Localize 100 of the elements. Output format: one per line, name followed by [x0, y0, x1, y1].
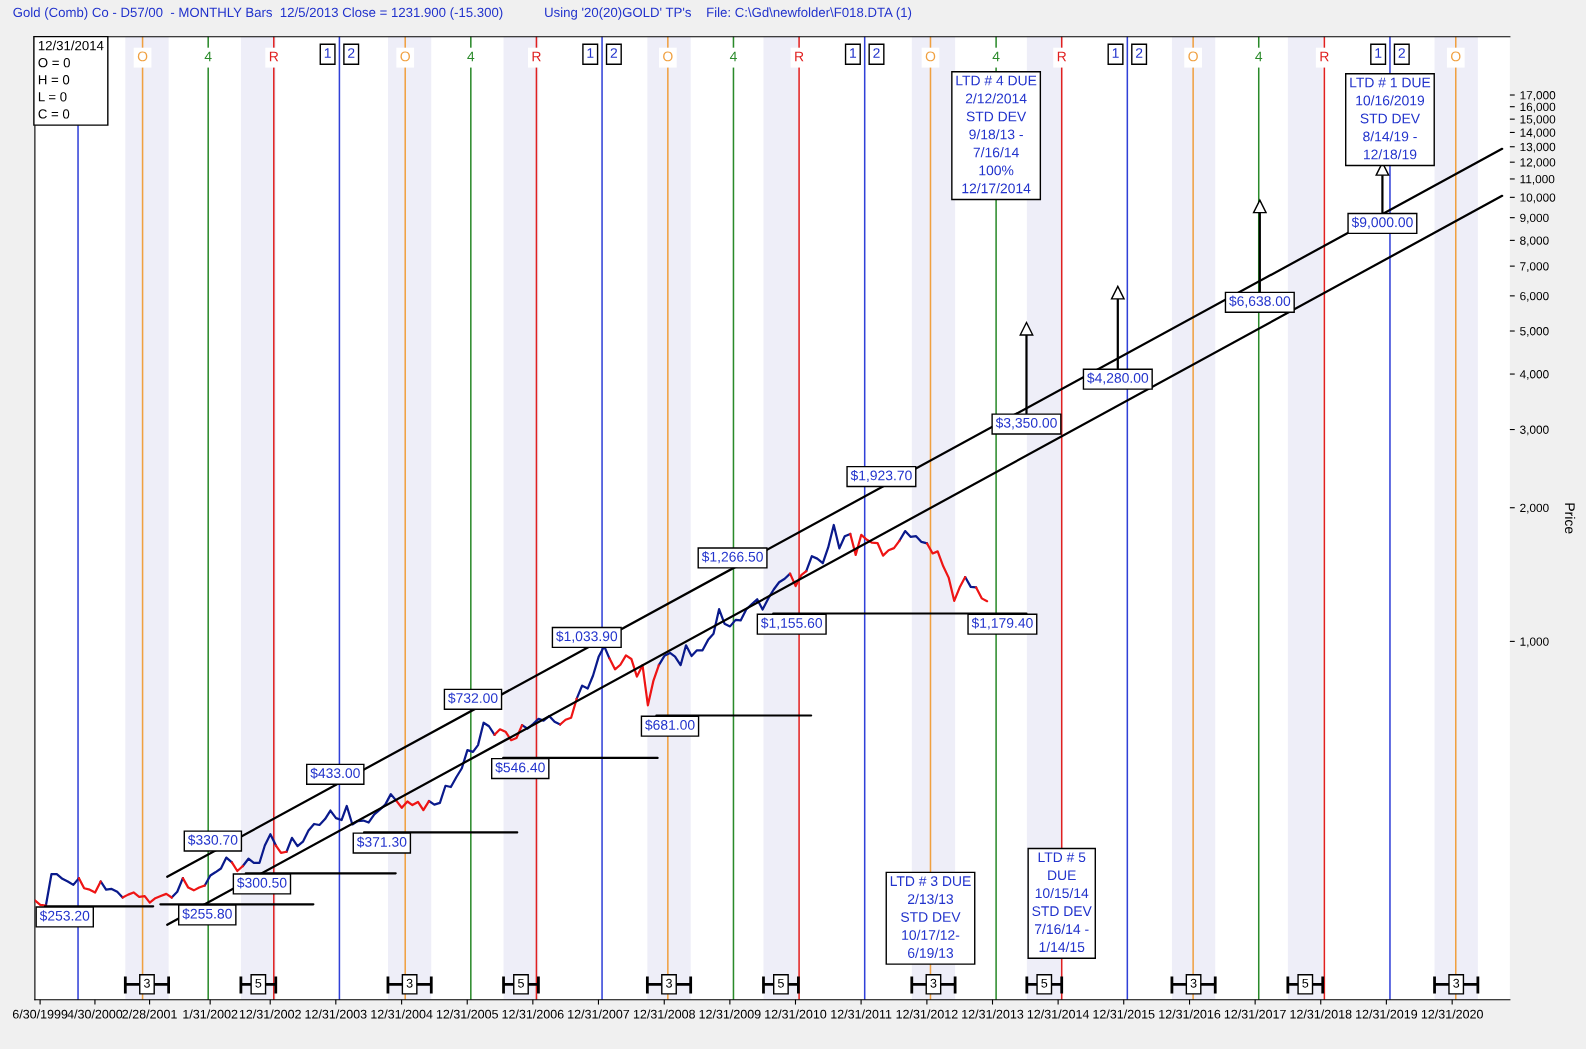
- annotation: $6,638.00: [1229, 295, 1291, 308]
- annotation: $330.70: [187, 834, 238, 846]
- annotation: 1: [324, 48, 331, 58]
- ref-line-label: O: [400, 51, 410, 62]
- x-tick-label: 12/31/2006: [502, 1009, 564, 1019]
- annotation: $253.20: [39, 910, 90, 922]
- annotation: $4,280.00: [1087, 372, 1149, 385]
- annotation: $681.00: [645, 719, 695, 731]
- band-label: 3: [930, 978, 937, 988]
- y-tick-label: 5,000: [1520, 327, 1549, 337]
- band-label: 3: [143, 978, 150, 988]
- y-tick-label: 15,000: [1520, 115, 1556, 125]
- ref-line-label: 4: [467, 51, 475, 62]
- ref-line-label: 4: [1255, 51, 1263, 62]
- annotation: 2: [1398, 48, 1405, 58]
- y-tick-label: 13,000: [1520, 142, 1556, 153]
- annotation: LTD # 1 DUE 10/16/2019 STD DEV 8/14/19 - 12/18/19: [1350, 77, 1431, 160]
- band-label: 3: [1190, 978, 1197, 988]
- ref-line-label: R: [795, 51, 804, 62]
- y-tick-label: 6,000: [1520, 291, 1549, 302]
- ref-line-label: 4: [729, 51, 737, 62]
- annotation: 2: [348, 48, 355, 58]
- annotation: 1: [587, 48, 594, 58]
- annotation: LTD # 4 DUE 2/12/2014 STD DEV 9/18/13 - 7/16/14 100% 12/17/2014: [956, 75, 1037, 194]
- x-tick-label: 12/31/2010: [765, 1009, 827, 1019]
- x-tick-label: 12/31/2011: [831, 1009, 892, 1019]
- x-tick-label: 2/28/2001: [122, 1009, 177, 1019]
- ref-line-label: R: [1320, 51, 1329, 62]
- x-tick-label: 4/30/2000: [67, 1009, 123, 1019]
- annotation: $3,350.00: [995, 417, 1057, 430]
- annotation: LTD # 3 DUE 2/13/13 STD DEV 10/17/12- 6/19/13: [890, 876, 971, 958]
- y-tick-label: 3,000: [1520, 425, 1549, 436]
- y-tick-label: 1,000: [1520, 637, 1549, 648]
- y-tick-label: 17,000: [1520, 91, 1556, 101]
- y-tick-label: 12,000: [1520, 158, 1556, 168]
- y-tick-label: 4,000: [1519, 370, 1549, 380]
- y-tick-label: 9,000: [1520, 213, 1549, 224]
- y-tick-label: 2,000: [1520, 503, 1549, 514]
- ref-line-label: R: [269, 51, 279, 62]
- ref-line-label: R: [1057, 51, 1067, 62]
- ref-line-label: O: [1451, 51, 1461, 62]
- annotation: LTD # 5 DUE 10/15/14 STD DEV 7/16/14 - 1/14/15: [1032, 852, 1092, 953]
- x-tick-label: 12/31/2016: [1159, 1009, 1221, 1019]
- x-tick-label: 12/31/2020: [1421, 1009, 1483, 1019]
- ref-line-label: R: [532, 51, 541, 62]
- x-tick-label: 12/31/2002: [239, 1009, 301, 1019]
- annotation: 1: [1112, 48, 1119, 58]
- annotation: $433.00: [310, 767, 360, 779]
- x-tick-label: 12/31/2013: [962, 1009, 1024, 1019]
- annotation: $546.40: [495, 761, 545, 774]
- chart-subtitle: Using '20(20)GOLD' TP's File: C:\Gd\newfolder\F018.DTA (1): [545, 7, 912, 20]
- ref-line-label: O: [663, 51, 673, 62]
- ref-line-label: 4: [204, 51, 212, 62]
- band-label: 5: [1302, 978, 1309, 988]
- ref-line-label: 4: [992, 51, 1000, 62]
- y-tick-label: 8,000: [1520, 236, 1549, 247]
- annotation: 2: [610, 48, 618, 58]
- y-tick-label: 14,000: [1520, 128, 1556, 139]
- x-tick-label: 12/31/2005: [436, 1009, 498, 1019]
- x-tick-label: 1/31/2002: [183, 1009, 238, 1019]
- band-label: 3: [406, 978, 413, 988]
- band-label: 5: [777, 978, 784, 988]
- annotation: $1,266.50: [701, 551, 763, 564]
- annotation: $1,033.90: [556, 630, 618, 643]
- x-tick-label: 12/31/2007: [568, 1009, 630, 1019]
- x-tick-label: 12/31/2015: [1093, 1009, 1155, 1019]
- annotation: 1: [850, 48, 857, 58]
- y-axis-title: Price: [1564, 503, 1576, 534]
- annotation: $1,179.40: [971, 617, 1033, 630]
- x-tick-label: 6/30/1999: [12, 1009, 68, 1019]
- x-tick-label: 12/31/2004: [371, 1009, 433, 1019]
- annotation: $300.50: [236, 877, 287, 889]
- x-tick-label: 12/31/2003: [305, 1009, 367, 1019]
- chart-title: Gold (Comb) Co - D57/00 - MONTHLY Bars 12/5/2013 Close = 1231.900 (-15.300): [13, 7, 503, 20]
- x-tick-label: 12/31/2012: [896, 1009, 958, 1019]
- annotation: 2: [1135, 48, 1143, 58]
- x-tick-label: 12/31/2017: [1224, 1009, 1286, 1019]
- y-tick-label: 7,000: [1520, 262, 1549, 272]
- annotation: 2: [873, 48, 880, 58]
- annotation: 12/31/2014 O = 0 H = 0 L = 0 C = 0: [38, 40, 104, 119]
- band-label: 3: [1453, 978, 1460, 988]
- band-label: 5: [1041, 978, 1048, 988]
- ref-line-label: O: [925, 51, 936, 62]
- annotation: $9,000.00: [1351, 216, 1413, 229]
- annotation: $1,923.70: [850, 469, 912, 482]
- band-label: 5: [518, 978, 524, 988]
- annotation: $255.80: [182, 908, 232, 920]
- x-tick-label: 12/31/2019: [1356, 1009, 1418, 1019]
- x-tick-label: 12/31/2018: [1290, 1009, 1352, 1019]
- annotation: $371.30: [356, 836, 407, 848]
- y-tick-label: 11,000: [1520, 175, 1555, 185]
- ref-line-label: O: [1188, 51, 1198, 62]
- band-label: 3: [666, 978, 672, 988]
- annotation: $1,155.60: [760, 617, 823, 630]
- x-tick-label: 12/31/2008: [633, 1009, 695, 1019]
- x-tick-label: 12/31/2014: [1027, 1009, 1090, 1019]
- x-tick-label: 12/31/2009: [699, 1009, 761, 1019]
- y-tick-label: 16,000: [1520, 102, 1556, 113]
- ref-line-label: O: [137, 51, 148, 62]
- annotation: 1: [1375, 48, 1382, 58]
